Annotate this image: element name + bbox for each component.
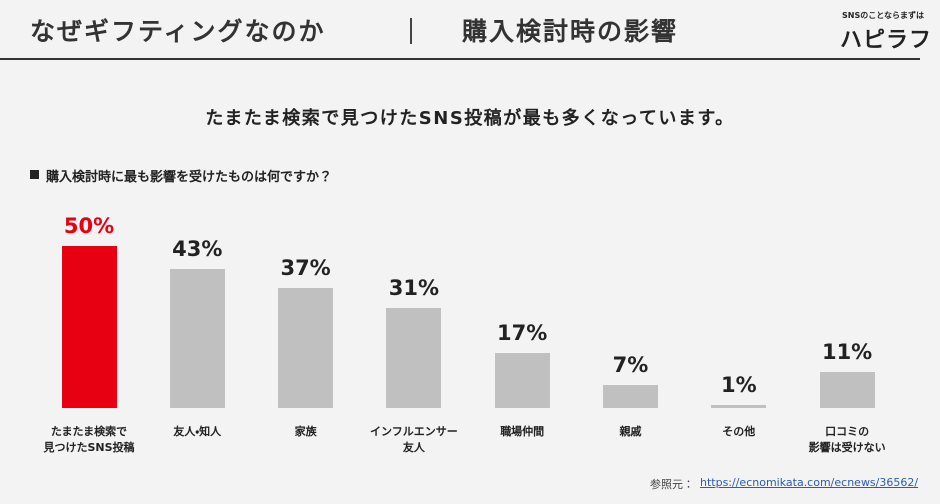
separator [410, 18, 412, 44]
value-label: 43% [172, 236, 223, 261]
category-label: たまたま検索で 見つけたSNS投稿 [43, 425, 135, 454]
header-title: なぜギフティングなのか [30, 17, 326, 46]
logo-tagline: SNSのことならまずは [842, 11, 924, 20]
bar [61, 246, 117, 408]
logo: ハピラフ [840, 28, 933, 53]
category-label: インフルエンサー 友人 [370, 425, 458, 454]
source-label: 参照元： [650, 478, 694, 491]
header-subtitle: 購入検討時の影響 [462, 17, 679, 46]
bar [494, 352, 550, 408]
bar [386, 307, 442, 408]
value-label: 7% [612, 353, 649, 378]
category-label: その他 [722, 425, 756, 438]
bar [169, 268, 225, 408]
bar [603, 385, 658, 408]
value-label: 50% [63, 214, 115, 238]
value-label: 1% [720, 372, 757, 397]
bar [711, 404, 767, 408]
category-label: 友人・知人 [173, 425, 222, 438]
bar [819, 372, 875, 408]
value-label: 37% [280, 256, 331, 281]
header-rule [0, 58, 920, 60]
category-label: 親戚 [619, 425, 642, 438]
bullet [30, 170, 39, 179]
bar [278, 288, 334, 408]
question: 購入検討時に最も影響を受けたものは何ですか？ [46, 170, 333, 185]
value-label: 11% [821, 340, 873, 365]
value-label: 31% [388, 275, 440, 300]
source-link[interactable]: https://ecnomikata.com/ecnews/36562/ [700, 476, 919, 489]
category-label: 口コミの 影響は受けない [808, 425, 886, 454]
category-label: 職場仲間 [500, 425, 545, 438]
category-label: 家族 [294, 425, 317, 438]
chart-title: たまたま検索で見つけたSNS投稿が最も多くなっています。 [205, 108, 735, 129]
value-label: 17% [497, 320, 548, 345]
